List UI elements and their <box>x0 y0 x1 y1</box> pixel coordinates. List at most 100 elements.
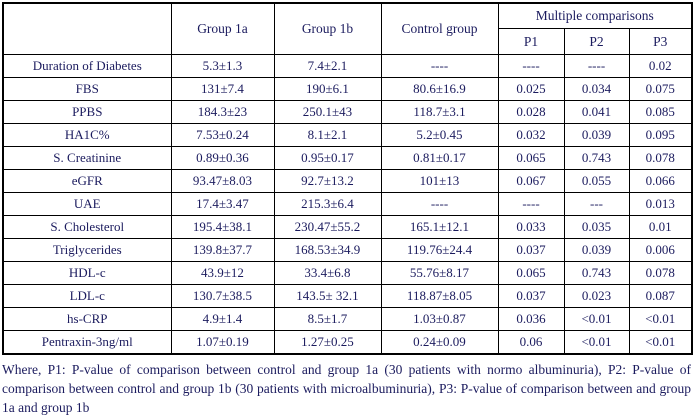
cell-p3: 0.01 <box>628 215 693 239</box>
cell-p2: 0.055 <box>563 169 630 193</box>
table-row: HA1C% 7.53±0.24 8.1±2.1 5.2±0.45 0.032 0… <box>2 123 693 147</box>
cell-p3: 0.078 <box>628 261 693 285</box>
header-empty <box>2 2 172 55</box>
header-group1b: Group 1b <box>273 2 382 55</box>
header-p1: P1 <box>497 28 565 55</box>
cell-control: 0.81±0.17 <box>380 146 499 170</box>
comparison-table: Group 1a Group 1b Control group Multiple… <box>2 2 693 355</box>
header-row-top: Group 1a Group 1b Control group Multiple… <box>2 2 693 55</box>
cell-group1b: 250.1±43 <box>273 100 382 124</box>
cell-control: 0.24±0.09 <box>380 330 499 355</box>
table-row: Duration of Diabetes 5.3±1.3 7.4±2.1 ---… <box>2 54 693 78</box>
cell-group1b: 8.1±2.1 <box>273 123 382 147</box>
cell-p3: 0.095 <box>628 123 693 147</box>
cell-p1: 0.067 <box>497 169 565 193</box>
cell-p2: 0.035 <box>563 215 630 239</box>
cell-p2: --- <box>563 192 630 216</box>
cell-control: 55.76±8.17 <box>380 261 499 285</box>
row-label: eGFR <box>2 169 172 193</box>
cell-p1: 0.025 <box>497 77 565 101</box>
cell-p3: 0.075 <box>628 77 693 101</box>
row-label: S. Creatinine <box>2 146 172 170</box>
cell-p2: ---- <box>563 54 630 78</box>
cell-control: ---- <box>380 192 499 216</box>
cell-group1a: 4.9±1.4 <box>170 307 275 331</box>
row-label: Pentraxin-3ng/ml <box>2 330 172 355</box>
cell-group1a: 139.8±37.7 <box>170 238 275 262</box>
cell-group1a: 1.07±0.19 <box>170 330 275 355</box>
cell-control: 80.6±16.9 <box>380 77 499 101</box>
table-row: Triglycerides 139.8±37.7 168.53±34.9 119… <box>2 238 693 262</box>
table-footnote: Where, P1: P-value of comparison between… <box>2 362 691 415</box>
cell-group1b: 0.95±0.17 <box>273 146 382 170</box>
cell-group1a: 93.47±8.03 <box>170 169 275 193</box>
cell-p1: 0.065 <box>497 146 565 170</box>
table-row: LDL-c 130.7±38.5 143.5± 32.1 118.87±8.05… <box>2 284 693 308</box>
header-multiple-comparisons: Multiple comparisons <box>497 2 693 29</box>
row-label: HA1C% <box>2 123 172 147</box>
cell-p1: 0.032 <box>497 123 565 147</box>
cell-p2: 0.041 <box>563 100 630 124</box>
cell-group1a: 7.53±0.24 <box>170 123 275 147</box>
cell-p3: 0.006 <box>628 238 693 262</box>
row-label: HDL-c <box>2 261 172 285</box>
cell-p1: 0.06 <box>497 330 565 355</box>
cell-p3: <0.01 <box>628 307 693 331</box>
cell-p2: 0.039 <box>563 123 630 147</box>
cell-group1a: 43.9±12 <box>170 261 275 285</box>
row-label: Duration of Diabetes <box>2 54 172 78</box>
cell-p1: 0.037 <box>497 284 565 308</box>
table-row: S. Cholesterol 195.4±38.1 230.47±55.2 16… <box>2 215 693 239</box>
header-control-group: Control group <box>380 2 499 55</box>
cell-control: 5.2±0.45 <box>380 123 499 147</box>
row-label: LDL-c <box>2 284 172 308</box>
cell-control: ---- <box>380 54 499 78</box>
cell-group1b: 143.5± 32.1 <box>273 284 382 308</box>
cell-control: 118.87±8.05 <box>380 284 499 308</box>
row-label: hs-CRP <box>2 307 172 331</box>
cell-p2: <0.01 <box>563 330 630 355</box>
row-label: PPBS <box>2 100 172 124</box>
cell-control: 119.76±24.4 <box>380 238 499 262</box>
cell-group1a: 17.4±3.47 <box>170 192 275 216</box>
cell-p2: 0.743 <box>563 261 630 285</box>
table-row: UAE 17.4±3.47 215.3±6.4 ---- ---- --- 0.… <box>2 192 693 216</box>
cell-p3: 0.085 <box>628 100 693 124</box>
table-row: hs-CRP 4.9±1.4 8.5±1.7 1.03±0.87 0.036 <… <box>2 307 693 331</box>
cell-group1b: 1.27±0.25 <box>273 330 382 355</box>
cell-p1: ---- <box>497 192 565 216</box>
table-row: eGFR 93.47±8.03 92.7±13.2 101±13 0.067 0… <box>2 169 693 193</box>
cell-group1a: 130.7±38.5 <box>170 284 275 308</box>
cell-group1b: 33.4±6.8 <box>273 261 382 285</box>
cell-control: 118.7±3.1 <box>380 100 499 124</box>
cell-p3: 0.02 <box>628 54 693 78</box>
cell-p2: 0.034 <box>563 77 630 101</box>
row-label: S. Cholesterol <box>2 215 172 239</box>
table-row: FBS 131±7.4 190±6.1 80.6±16.9 0.025 0.03… <box>2 77 693 101</box>
cell-p1: 0.036 <box>497 307 565 331</box>
table-row: PPBS 184.3±23 250.1±43 118.7±3.1 0.028 0… <box>2 100 693 124</box>
cell-group1b: 7.4±2.1 <box>273 54 382 78</box>
header-p3: P3 <box>628 28 693 55</box>
cell-p3: 0.087 <box>628 284 693 308</box>
cell-control: 165.1±12.1 <box>380 215 499 239</box>
cell-p1: 0.033 <box>497 215 565 239</box>
cell-group1b: 215.3±6.4 <box>273 192 382 216</box>
cell-group1a: 131±7.4 <box>170 77 275 101</box>
table-row: HDL-c 43.9±12 33.4±6.8 55.76±8.17 0.065 … <box>2 261 693 285</box>
cell-group1a: 0.89±0.36 <box>170 146 275 170</box>
cell-p2: 0.023 <box>563 284 630 308</box>
cell-p3: 0.078 <box>628 146 693 170</box>
cell-p1: 0.037 <box>497 238 565 262</box>
cell-p3: 0.013 <box>628 192 693 216</box>
cell-p2: 0.743 <box>563 146 630 170</box>
header-p2: P2 <box>563 28 630 55</box>
row-label: UAE <box>2 192 172 216</box>
cell-group1b: 92.7±13.2 <box>273 169 382 193</box>
cell-p1: ---- <box>497 54 565 78</box>
cell-control: 1.03±0.87 <box>380 307 499 331</box>
cell-p1: 0.028 <box>497 100 565 124</box>
cell-p1: 0.065 <box>497 261 565 285</box>
header-group1a: Group 1a <box>170 2 275 55</box>
cell-group1b: 8.5±1.7 <box>273 307 382 331</box>
